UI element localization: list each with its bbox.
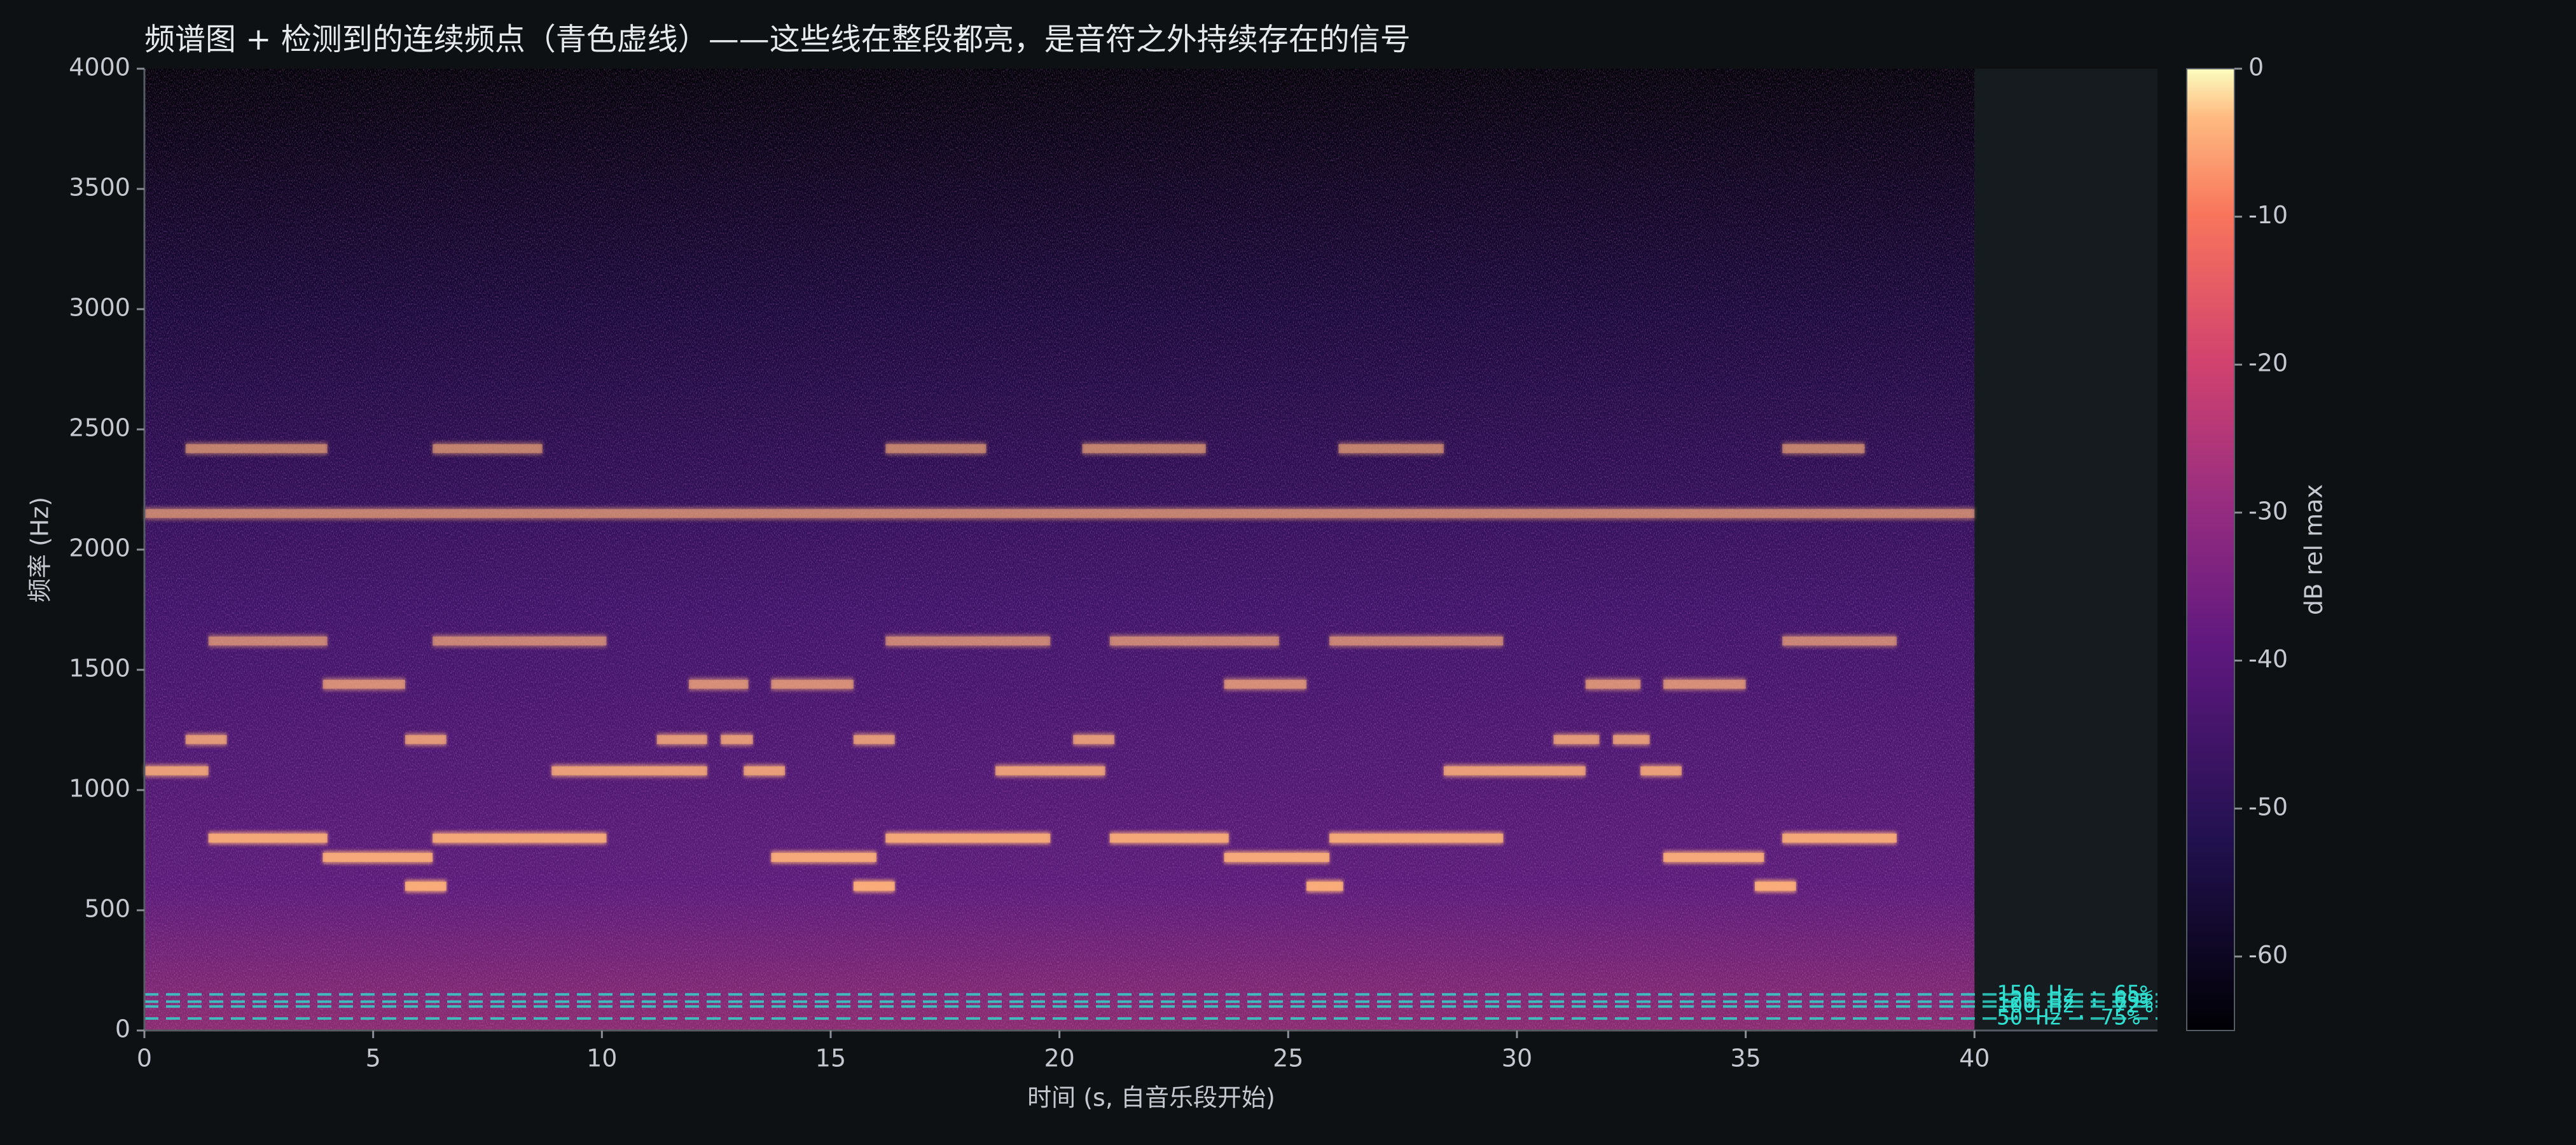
harmonic-glow	[1082, 442, 1206, 455]
harmonic-glow	[433, 634, 607, 648]
x-tick-label: 10	[586, 1044, 617, 1072]
harmonic-segment	[1443, 766, 1586, 775]
harmonic-segment	[688, 679, 749, 689]
harmonic-segment	[1755, 882, 1796, 891]
y-tick-label: 2000	[69, 534, 130, 562]
x-tick-label: 5	[366, 1044, 381, 1072]
harmonic-glow	[1329, 634, 1504, 648]
y-tick-label: 500	[84, 895, 130, 923]
harmonic-segment	[1329, 833, 1504, 843]
y-tick-label: 0	[115, 1015, 130, 1043]
colorbar	[2186, 68, 2235, 1031]
harmonic-segment	[1329, 636, 1504, 646]
harmonic-segment	[208, 833, 328, 843]
x-tick-label: 40	[1959, 1044, 1990, 1072]
y-tick-label: 1000	[69, 775, 130, 803]
harmonic-glow	[185, 442, 328, 455]
detected-label: 100 Hz · 72%	[1997, 993, 2153, 1018]
harmonic-segment	[433, 636, 607, 646]
harmonic-glow	[1782, 442, 1865, 455]
harmonic-segment	[1109, 833, 1229, 843]
harmonic-segment	[656, 735, 707, 744]
harmonic-segment	[1082, 444, 1206, 454]
harmonic-segment	[185, 444, 328, 454]
harmonic-segment	[885, 636, 1051, 646]
x-tick-label: 35	[1730, 1044, 1761, 1072]
x-tick-label: 0	[137, 1044, 152, 1072]
x-tick-label: 30	[1502, 1044, 1532, 1072]
x-tick-label: 20	[1044, 1044, 1074, 1072]
harmonic-segment	[853, 882, 895, 891]
colorbar-label: dB rel max	[2300, 484, 2328, 615]
harmonic-segment	[995, 766, 1105, 775]
harmonic-segment	[721, 735, 753, 744]
harmonic-segment	[1613, 735, 1650, 744]
colorbar-tick-label: 0	[2248, 53, 2264, 81]
plot-area: 150 Hz · 65%120 Hz · 69%100 Hz · 72%50 H…	[144, 69, 2157, 1030]
colorbar-tick-label: -60	[2248, 941, 2288, 969]
spectrogram-noise	[144, 69, 1975, 1030]
harmonic-segment	[1663, 852, 1764, 862]
harmonic-glow	[885, 442, 987, 455]
harmonic-segment	[1338, 444, 1444, 454]
harmonic-segment	[1224, 852, 1330, 862]
harmonic-segment	[1073, 735, 1114, 744]
harmonic-glow	[1338, 442, 1444, 455]
colorbar-tick-label: -10	[2248, 201, 2288, 229]
harmonic-segment	[144, 766, 209, 775]
harmonic-segment	[853, 735, 895, 744]
harmonic-segment	[885, 444, 987, 454]
y-tick-label: 4000	[69, 53, 130, 81]
harmonic-segment	[1782, 833, 1897, 843]
x-tick-label: 15	[815, 1044, 846, 1072]
harmonic-segment	[1306, 882, 1343, 891]
y-tick-label: 3500	[69, 174, 130, 202]
harmonic-segment	[1224, 679, 1307, 689]
harmonic-segment	[771, 852, 876, 862]
harmonic-segment	[433, 833, 607, 843]
y-axis-label: 频率 (Hz)	[26, 497, 54, 602]
harmonic-segment	[1663, 679, 1746, 689]
harmonic-segment	[185, 735, 227, 744]
harmonic-segment	[144, 509, 1975, 518]
harmonic-segment	[1109, 636, 1279, 646]
y-tick-label: 1500	[69, 655, 130, 683]
harmonic-segment	[771, 679, 854, 689]
detected-label: 120 Hz · 69%	[1997, 988, 2153, 1013]
chart-title: 频谱图 + 检测到的连续频点（青色虚线）——这些线在整段都亮，是音符之外持续存在…	[144, 22, 1411, 57]
harmonic-segment	[744, 766, 786, 775]
harmonic-segment	[1553, 735, 1600, 744]
harmonic-segment	[1782, 444, 1865, 454]
harmonic-segment	[551, 766, 707, 775]
harmonic-segment	[322, 679, 406, 689]
colorbar-tick-label: -30	[2248, 497, 2288, 525]
harmonic-glow	[144, 507, 1975, 520]
harmonic-segment	[1782, 636, 1897, 646]
colorbar-tick-label: -50	[2248, 793, 2288, 821]
harmonic-segment	[405, 882, 447, 891]
harmonic-segment	[208, 636, 328, 646]
colorbar-tick-label: -20	[2248, 349, 2288, 377]
harmonic-glow	[433, 442, 543, 455]
harmonic-glow	[208, 634, 328, 648]
colorbar-tick-label: -40	[2248, 645, 2288, 673]
y-tick-label: 2500	[69, 414, 130, 442]
harmonic-segment	[885, 833, 1051, 843]
harmonic-segment	[322, 852, 433, 862]
harmonic-glow	[1109, 634, 1279, 648]
y-tick-label: 3000	[69, 294, 130, 322]
harmonic-segment	[1640, 766, 1682, 775]
harmonic-glow	[885, 634, 1051, 648]
harmonic-segment	[1585, 679, 1641, 689]
harmonic-segment	[433, 444, 543, 454]
x-tick-label: 25	[1273, 1044, 1303, 1072]
x-axis-label: 时间 (s, 自音乐段开始)	[1027, 1084, 1275, 1112]
detected-label: 50 Hz · 75%	[1997, 1005, 2140, 1030]
harmonic-glow	[1782, 634, 1897, 648]
harmonic-segment	[405, 735, 447, 744]
